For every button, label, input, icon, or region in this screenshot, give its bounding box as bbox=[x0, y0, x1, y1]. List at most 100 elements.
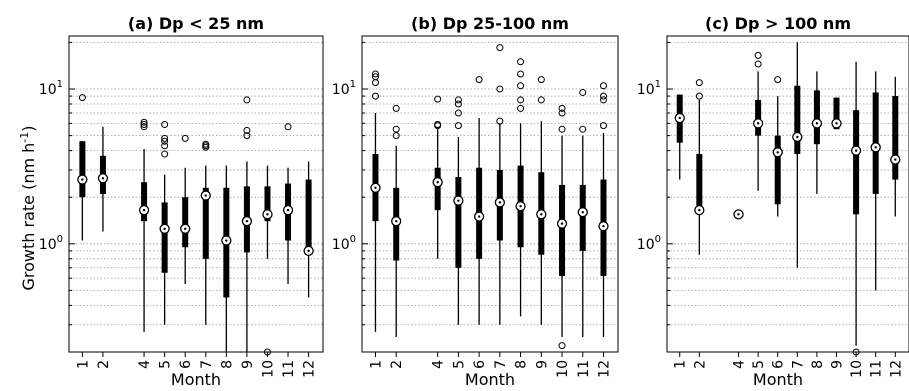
flier bbox=[599, 82, 607, 90]
x-tick-label: 6 bbox=[472, 360, 488, 369]
median-dot bbox=[581, 211, 584, 214]
median-dot bbox=[374, 186, 377, 190]
median-dot bbox=[560, 222, 564, 225]
median-dot bbox=[540, 213, 543, 216]
flier bbox=[161, 134, 169, 142]
box-month-7 bbox=[494, 44, 505, 325]
box-month-10 bbox=[262, 165, 273, 356]
box-month-10 bbox=[850, 61, 862, 356]
median-dot bbox=[756, 122, 760, 125]
x-tick-label: 7 bbox=[790, 360, 806, 369]
flier bbox=[371, 73, 379, 81]
y-tick-base: 10 bbox=[39, 82, 57, 98]
flier bbox=[558, 109, 566, 117]
box-month-11 bbox=[577, 88, 588, 337]
box-month-12 bbox=[303, 161, 314, 298]
y-tick-exp: 1 bbox=[350, 79, 356, 90]
y-tick-label: 101 bbox=[637, 79, 661, 98]
flier bbox=[475, 76, 483, 84]
y-tick-label: 100 bbox=[39, 234, 63, 253]
flier bbox=[161, 137, 169, 145]
box bbox=[161, 202, 168, 273]
flier bbox=[140, 123, 148, 131]
x-tick-label: 5 bbox=[158, 360, 174, 369]
box bbox=[696, 154, 703, 211]
flier bbox=[558, 104, 566, 112]
box bbox=[853, 110, 860, 215]
x-axis-label: Month bbox=[171, 370, 221, 389]
box bbox=[794, 85, 801, 155]
x-ticks: 1 2 4 5 6 7 8 9 10 11 12 bbox=[75, 352, 318, 378]
flier bbox=[754, 51, 762, 59]
median-dot bbox=[477, 215, 481, 218]
median-dot bbox=[286, 208, 290, 212]
gridlines bbox=[362, 41, 618, 353]
flier bbox=[161, 150, 169, 158]
box-month-1 bbox=[77, 94, 88, 241]
axes-frame bbox=[666, 35, 909, 353]
flier bbox=[434, 120, 442, 128]
x-tick-label: 4 bbox=[431, 360, 447, 369]
x-tick-label: 4 bbox=[137, 360, 153, 369]
box bbox=[79, 141, 86, 198]
box-month-7 bbox=[792, 42, 803, 268]
flier bbox=[161, 142, 169, 150]
median-dot bbox=[101, 177, 105, 180]
gridlines bbox=[69, 41, 323, 353]
median-dot bbox=[498, 201, 502, 204]
flier bbox=[140, 118, 148, 126]
x-tick-label: 8 bbox=[514, 360, 530, 369]
y-axis-label-main: Growth rate (nm h bbox=[19, 143, 38, 291]
x-tick-label: 7 bbox=[493, 360, 509, 369]
x-tick-label: 10 bbox=[260, 360, 276, 378]
flier bbox=[496, 85, 504, 93]
x-tick-label: 8 bbox=[810, 360, 826, 369]
panel-title: (a) Dp < 25 nm bbox=[128, 14, 264, 33]
box bbox=[455, 177, 462, 268]
box-month-6 bbox=[180, 134, 191, 284]
median-dot bbox=[225, 239, 228, 242]
x-tick-label: 11 bbox=[869, 360, 885, 378]
y-tick-label: 100 bbox=[637, 234, 661, 253]
flier bbox=[695, 79, 703, 87]
x-ticks: 1 2 4 5 6 7 8 9 10 11 12 bbox=[368, 352, 612, 378]
box bbox=[559, 184, 566, 276]
median-dot bbox=[457, 199, 460, 202]
median-dot bbox=[737, 213, 740, 216]
y-tick-exp: 1 bbox=[57, 79, 63, 90]
flier bbox=[496, 117, 504, 125]
y-tick-label: 101 bbox=[332, 79, 356, 98]
box bbox=[182, 197, 189, 248]
box-month-11 bbox=[282, 123, 294, 284]
box bbox=[202, 187, 209, 259]
flier bbox=[579, 88, 587, 96]
box-month-9 bbox=[536, 76, 547, 325]
box-month-12 bbox=[598, 82, 609, 337]
box bbox=[579, 184, 586, 251]
axes-frame bbox=[361, 35, 619, 353]
flier bbox=[517, 82, 525, 90]
box bbox=[833, 97, 840, 130]
x-tick-label: 12 bbox=[596, 360, 612, 378]
box bbox=[892, 96, 899, 180]
median-dot bbox=[81, 178, 84, 181]
x-tick-label: 9 bbox=[534, 360, 550, 369]
median-dot bbox=[204, 194, 207, 197]
y-tick-exp: 0 bbox=[350, 234, 356, 245]
x-tick-label: 2 bbox=[692, 360, 708, 369]
box-month-11 bbox=[870, 71, 881, 291]
flier bbox=[454, 109, 462, 117]
box-month-5 bbox=[752, 51, 764, 191]
median-dot bbox=[266, 213, 269, 216]
flier bbox=[579, 125, 587, 133]
median-dot bbox=[678, 116, 681, 120]
y-tick-exp: 0 bbox=[655, 234, 661, 245]
x-tick-label: 1 bbox=[75, 360, 91, 369]
flier bbox=[371, 92, 379, 100]
box-month-8 bbox=[811, 71, 823, 194]
